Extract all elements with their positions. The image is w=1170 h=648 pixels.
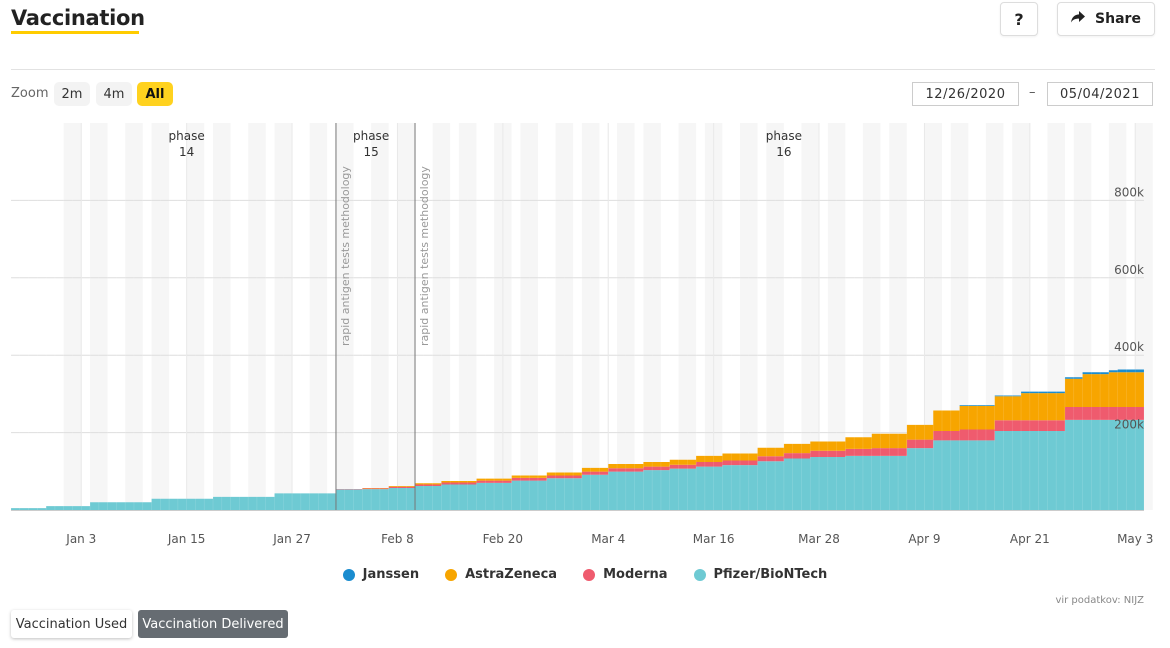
series-area-astrazeneca (11, 354, 1144, 509)
x-tick-label: Mar 4 (591, 532, 625, 546)
date-to-input[interactable]: 05/04/2021 (1047, 82, 1153, 106)
plot-band (458, 123, 477, 510)
plot-band (555, 123, 574, 510)
header-divider (11, 69, 1155, 70)
chart-legend: Janssen AstraZeneca Moderna Pfizer/BioNT… (0, 567, 1170, 582)
date-from-input[interactable]: 12/26/2020 (912, 82, 1019, 106)
zoom-all-button[interactable]: All (137, 82, 173, 106)
x-tick-label: Apr 9 (908, 532, 940, 546)
data-source: vir podatkov: NIJZ (1055, 595, 1144, 606)
plot-band (889, 123, 907, 510)
share-arrow-icon (1071, 11, 1086, 27)
phase-number: 15 (363, 145, 378, 159)
y-tick-label: 800k (1114, 185, 1144, 199)
plot-band (739, 123, 758, 510)
plot-band (432, 123, 451, 510)
phase-number: 14 (179, 145, 194, 159)
plot-band (151, 123, 170, 510)
x-tick-label: Apr 21 (1010, 532, 1050, 546)
plot-band (397, 123, 416, 510)
x-tick-label: Mar 28 (798, 532, 840, 546)
plot-band (520, 123, 538, 510)
x-tick-label: Jan 3 (65, 532, 96, 546)
legend-label-pfizer: Pfizer/BioNTech (713, 567, 828, 582)
legend-dot-janssen (342, 568, 355, 581)
plot-band (617, 123, 635, 510)
tab-vaccination-used[interactable]: Vaccination Used (11, 610, 132, 638)
help-button[interactable]: ? (1000, 2, 1038, 36)
help-label: ? (1014, 9, 1024, 29)
phase-label: phase (169, 129, 205, 143)
zoom-label: Zoom (11, 86, 49, 101)
y-tick-label: 200k (1114, 418, 1144, 432)
x-tick-label: Jan 15 (167, 532, 206, 546)
legend-dot-astrazeneca (445, 568, 458, 581)
share-label: Share (1095, 11, 1141, 27)
plot-band (335, 123, 354, 510)
plot-band (213, 123, 231, 510)
x-tick-label: May 3 (1117, 532, 1153, 546)
series-area-pfizer (11, 408, 1144, 510)
x-tick-label: Feb 8 (381, 532, 414, 546)
legend-item-janssen[interactable]: Janssen (342, 567, 420, 582)
plot-band (90, 123, 108, 510)
legend-label-astrazeneca: AstraZeneca (465, 567, 558, 582)
plot-band (274, 123, 293, 510)
plot-band (186, 123, 205, 510)
share-button[interactable]: Share (1057, 2, 1155, 36)
plot-band (827, 123, 846, 510)
zoom-2m-button[interactable]: 2m (54, 82, 90, 106)
phase-number: 16 (776, 145, 791, 159)
x-tick-label: Mar 16 (693, 532, 735, 546)
plot-band (643, 123, 661, 510)
legend-label-janssen: Janssen (362, 567, 420, 582)
plot-band (862, 123, 881, 510)
plot-line-label: rapid antigen tests methodology (418, 166, 431, 346)
plot-band (766, 123, 784, 510)
plot-band (248, 123, 266, 510)
vaccination-chart[interactable]: rapid antigen tests methodology rapid ant… (0, 115, 1170, 555)
phase-label: phase (353, 129, 389, 143)
y-tick-label: 400k (1114, 340, 1144, 354)
title-underline (11, 31, 139, 34)
zoom-4m-button[interactable]: 4m (96, 82, 132, 106)
page-title: Vaccination (11, 6, 145, 30)
legend-item-moderna[interactable]: Moderna (583, 567, 668, 582)
legend-item-astrazeneca[interactable]: AstraZeneca (445, 567, 557, 582)
legend-item-pfizer[interactable]: Pfizer/BioNTech (693, 567, 828, 582)
date-range-separator: – (1029, 85, 1036, 100)
y-tick-label: 600k (1114, 263, 1144, 277)
plot-line-label: rapid antigen tests methodology (339, 166, 352, 346)
plot-band (801, 123, 820, 510)
tab-vaccination-delivered[interactable]: Vaccination Delivered (138, 610, 288, 638)
plot-band (309, 123, 328, 510)
plot-band (678, 123, 697, 510)
phase-label: phase (766, 129, 802, 143)
legend-dot-pfizer (693, 568, 706, 581)
x-tick-label: Feb 20 (483, 532, 523, 546)
plot-band (371, 123, 389, 510)
legend-dot-moderna (583, 568, 596, 581)
x-tick-label: Jan 27 (272, 532, 311, 546)
plot-band (581, 123, 600, 510)
plot-band (125, 123, 143, 510)
plot-band (63, 123, 82, 510)
legend-label-moderna: Moderna (603, 567, 668, 582)
